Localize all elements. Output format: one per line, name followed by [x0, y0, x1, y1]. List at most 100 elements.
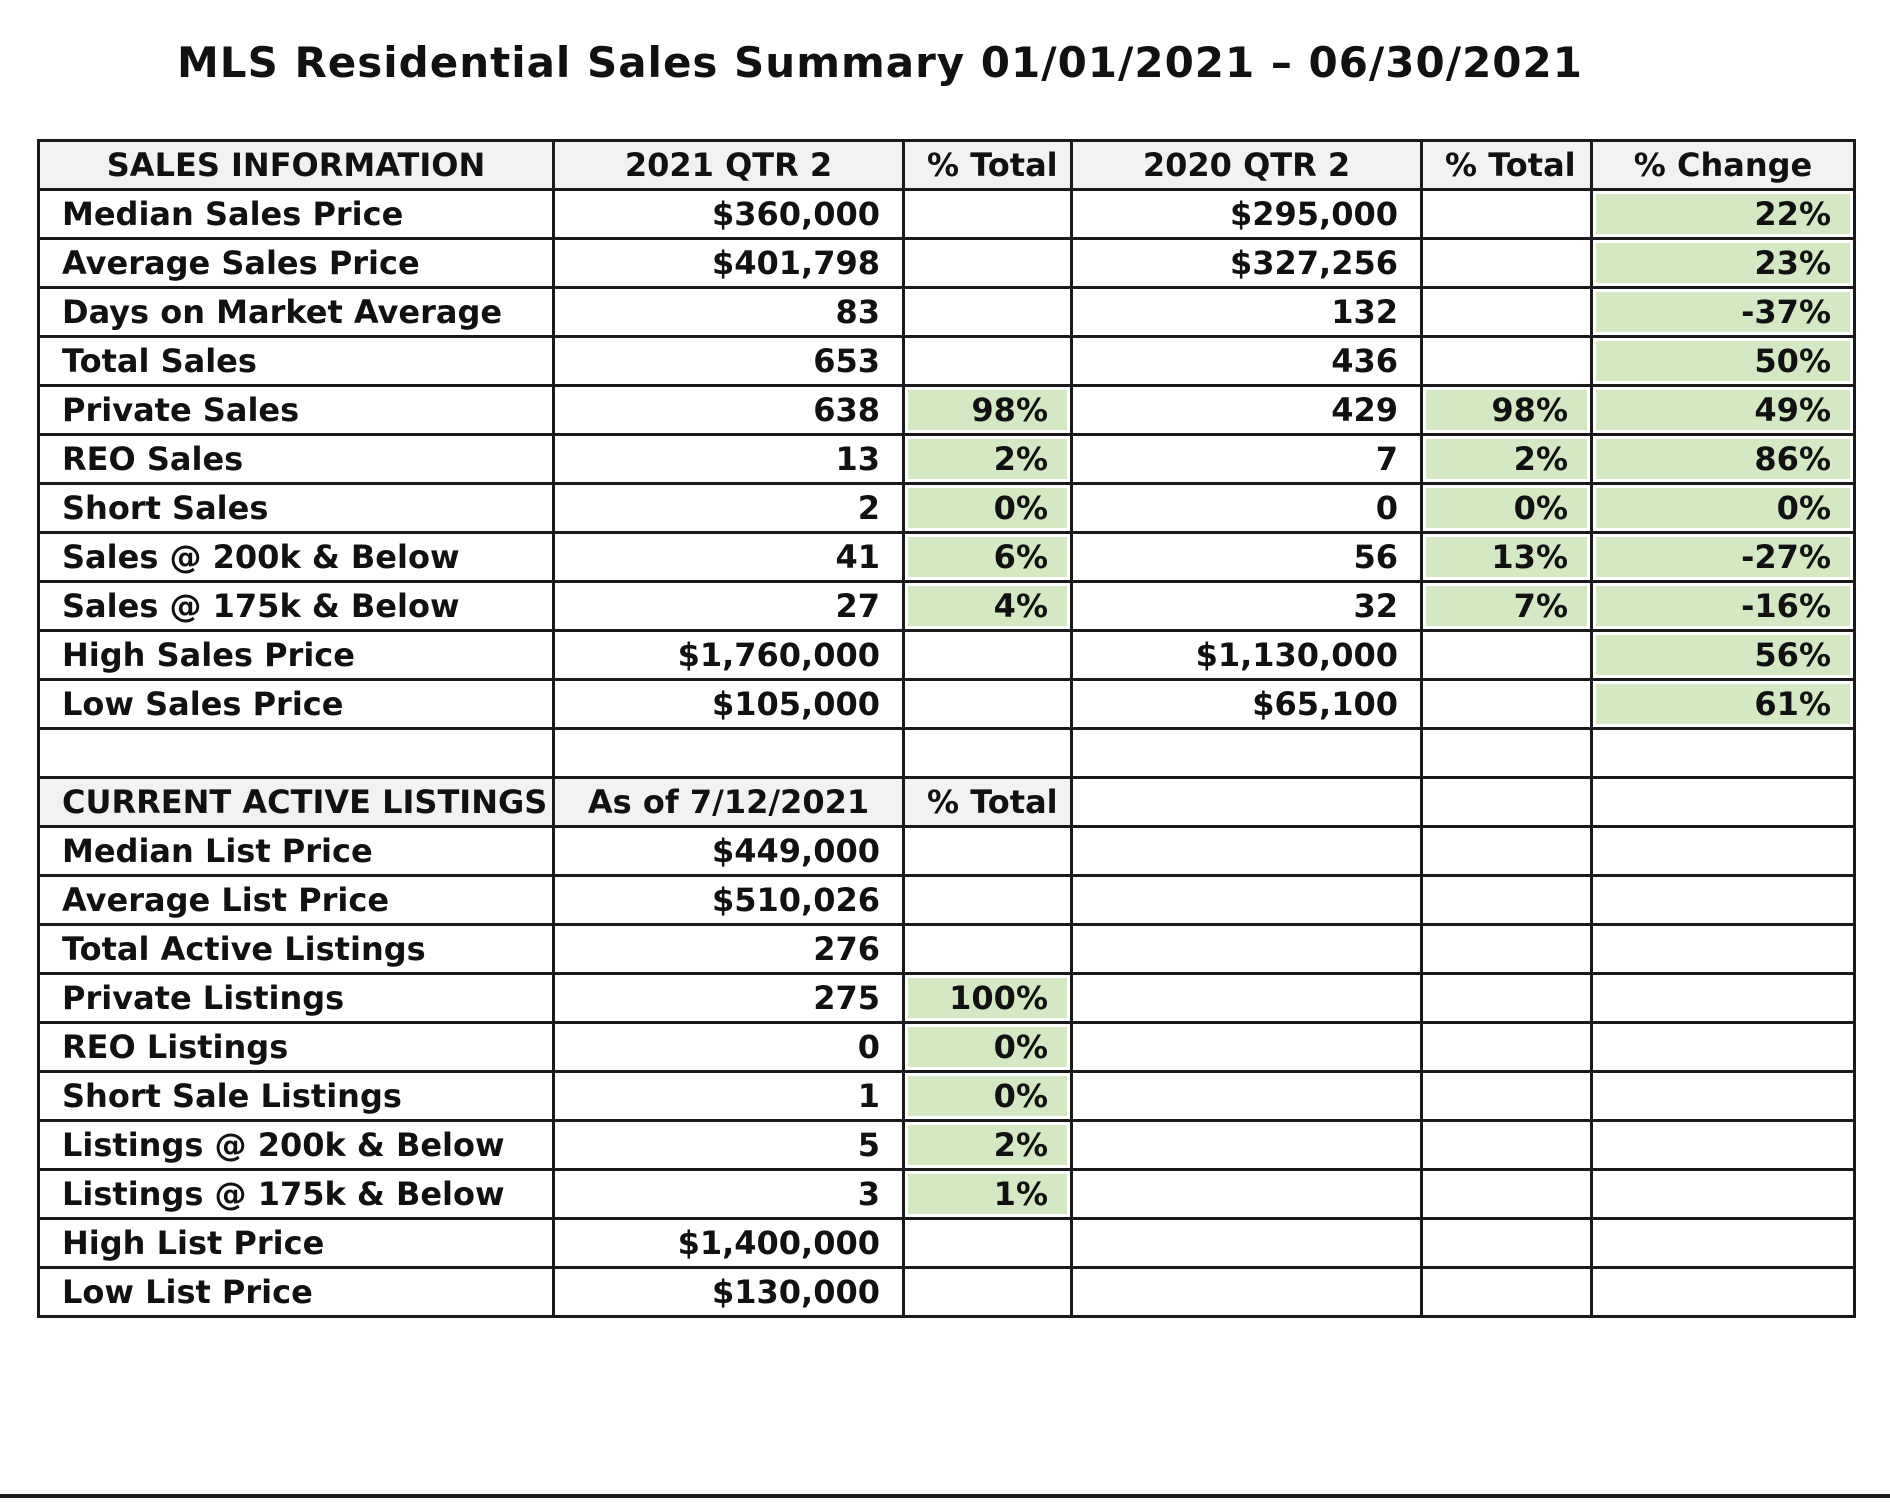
pct-change: -16%: [1590, 580, 1856, 632]
value-2021: 27: [552, 580, 905, 632]
empty-cell: [1420, 1070, 1593, 1122]
listings-row: Total Active Listings 276: [37, 923, 1856, 975]
empty-cell: [1420, 825, 1593, 877]
sales-row: Private Sales 638 98% 429 98% 49%: [37, 384, 1856, 436]
row-label: Private Listings: [37, 972, 555, 1024]
value-2021: 41: [552, 531, 905, 583]
pct-total-2020: 2%: [1420, 433, 1593, 485]
sales-summary-table: SALES INFORMATION 2021 QTR 2 % Total 202…: [37, 139, 1856, 1318]
sales-row: Sales @ 200k & Below 41 6% 56 13% -27%: [37, 531, 1856, 583]
empty-cell: [1070, 972, 1423, 1024]
pct-total-2021: 4%: [902, 580, 1073, 632]
header-pct-total-2021: % Total: [902, 139, 1073, 191]
row-label: REO Sales: [37, 433, 555, 485]
empty-cell: [1070, 1070, 1423, 1122]
listing-value: $449,000: [552, 825, 905, 877]
pct-total-2021: 0%: [902, 482, 1073, 534]
value-2021: 653: [552, 335, 905, 387]
sales-row: Sales @ 175k & Below 27 4% 32 7% -16%: [37, 580, 1856, 632]
pct-change: 86%: [1590, 433, 1856, 485]
listing-value: 1: [552, 1070, 905, 1122]
empty-cell: [1420, 923, 1593, 975]
sales-header-row: SALES INFORMATION 2021 QTR 2 % Total 202…: [37, 139, 1856, 191]
listings-row: Average List Price $510,026: [37, 874, 1856, 926]
listings-row: Median List Price $449,000: [37, 825, 1856, 877]
empty-cell: [1590, 776, 1856, 828]
pct-change: -27%: [1590, 531, 1856, 583]
pct-change: 61%: [1590, 678, 1856, 730]
empty-cell: [1590, 1168, 1856, 1220]
listings-row: Listings @ 200k & Below 5 2%: [37, 1119, 1856, 1171]
empty-cell: [1590, 1021, 1856, 1073]
empty-cell: [1070, 776, 1423, 828]
row-label: Average List Price: [37, 874, 555, 926]
pct-total-2020: [1420, 335, 1593, 387]
empty-cell: [1420, 1021, 1593, 1073]
value-2020: 32: [1070, 580, 1423, 632]
empty-cell: [1590, 923, 1856, 975]
pct-total-2020: [1420, 237, 1593, 289]
pct-total-2021: [902, 237, 1073, 289]
listings-row: Low List Price $130,000: [37, 1266, 1856, 1318]
spacer-cell: [1590, 727, 1856, 779]
empty-cell: [1070, 923, 1423, 975]
row-label: Short Sales: [37, 482, 555, 534]
pct-change: 50%: [1590, 335, 1856, 387]
pct-total-2021: 2%: [902, 433, 1073, 485]
sales-row: Average Sales Price $401,798 $327,256 23…: [37, 237, 1856, 289]
pct-total-2020: [1420, 629, 1593, 681]
pct-total-2020: [1420, 286, 1593, 338]
empty-cell: [1070, 1021, 1423, 1073]
row-label: Median Sales Price: [37, 188, 555, 240]
listing-pct-total: 2%: [902, 1119, 1073, 1171]
row-label: Low List Price: [37, 1266, 555, 1318]
empty-cell: [1070, 1168, 1423, 1220]
empty-cell: [1420, 874, 1593, 926]
row-label: Listings @ 200k & Below: [37, 1119, 555, 1171]
listings-row: Listings @ 175k & Below 3 1%: [37, 1168, 1856, 1220]
sales-row: Total Sales 653 436 50%: [37, 335, 1856, 387]
value-2021: 83: [552, 286, 905, 338]
row-label: Average Sales Price: [37, 237, 555, 289]
pct-total-2021: 6%: [902, 531, 1073, 583]
pct-total-2021: [902, 286, 1073, 338]
listings-header-row: CURRENT ACTIVE LISTINGS As of 7/12/2021 …: [37, 776, 1856, 828]
pct-total-2020: 0%: [1420, 482, 1593, 534]
listing-pct-total: [902, 1266, 1073, 1318]
listings-row: Short Sale Listings 1 0%: [37, 1070, 1856, 1122]
row-label: Listings @ 175k & Below: [37, 1168, 555, 1220]
value-2021: $401,798: [552, 237, 905, 289]
empty-cell: [1590, 1266, 1856, 1318]
empty-cell: [1590, 972, 1856, 1024]
pct-total-2021: [902, 678, 1073, 730]
empty-cell: [1070, 1119, 1423, 1171]
listing-pct-total: 1%: [902, 1168, 1073, 1220]
value-2021: $1,760,000: [552, 629, 905, 681]
value-2021: $360,000: [552, 188, 905, 240]
pct-total-2020: 13%: [1420, 531, 1593, 583]
value-2020: 436: [1070, 335, 1423, 387]
pct-change: 49%: [1590, 384, 1856, 436]
empty-cell: [1070, 1217, 1423, 1269]
row-label: Low Sales Price: [37, 678, 555, 730]
row-label: Sales @ 200k & Below: [37, 531, 555, 583]
value-2021: 13: [552, 433, 905, 485]
pct-total-2021: [902, 335, 1073, 387]
header-2021-qtr-2: 2021 QTR 2: [552, 139, 905, 191]
row-label: Sales @ 175k & Below: [37, 580, 555, 632]
row-label: High Sales Price: [37, 629, 555, 681]
spacer-cell: [37, 727, 555, 779]
listings-row: REO Listings 0 0%: [37, 1021, 1856, 1073]
header-current-active-listings: CURRENT ACTIVE LISTINGS: [37, 776, 555, 828]
empty-cell: [1590, 1217, 1856, 1269]
row-label: REO Listings: [37, 1021, 555, 1073]
listing-pct-total: 0%: [902, 1070, 1073, 1122]
row-label: Days on Market Average: [37, 286, 555, 338]
listing-value: 275: [552, 972, 905, 1024]
empty-cell: [1590, 874, 1856, 926]
empty-cell: [1420, 1217, 1593, 1269]
listings-row: Private Listings 275 100%: [37, 972, 1856, 1024]
listing-pct-total: [902, 1217, 1073, 1269]
page-title: MLS Residential Sales Summary 01/01/2021…: [177, 38, 1583, 87]
bottom-rule: [0, 1494, 1890, 1498]
